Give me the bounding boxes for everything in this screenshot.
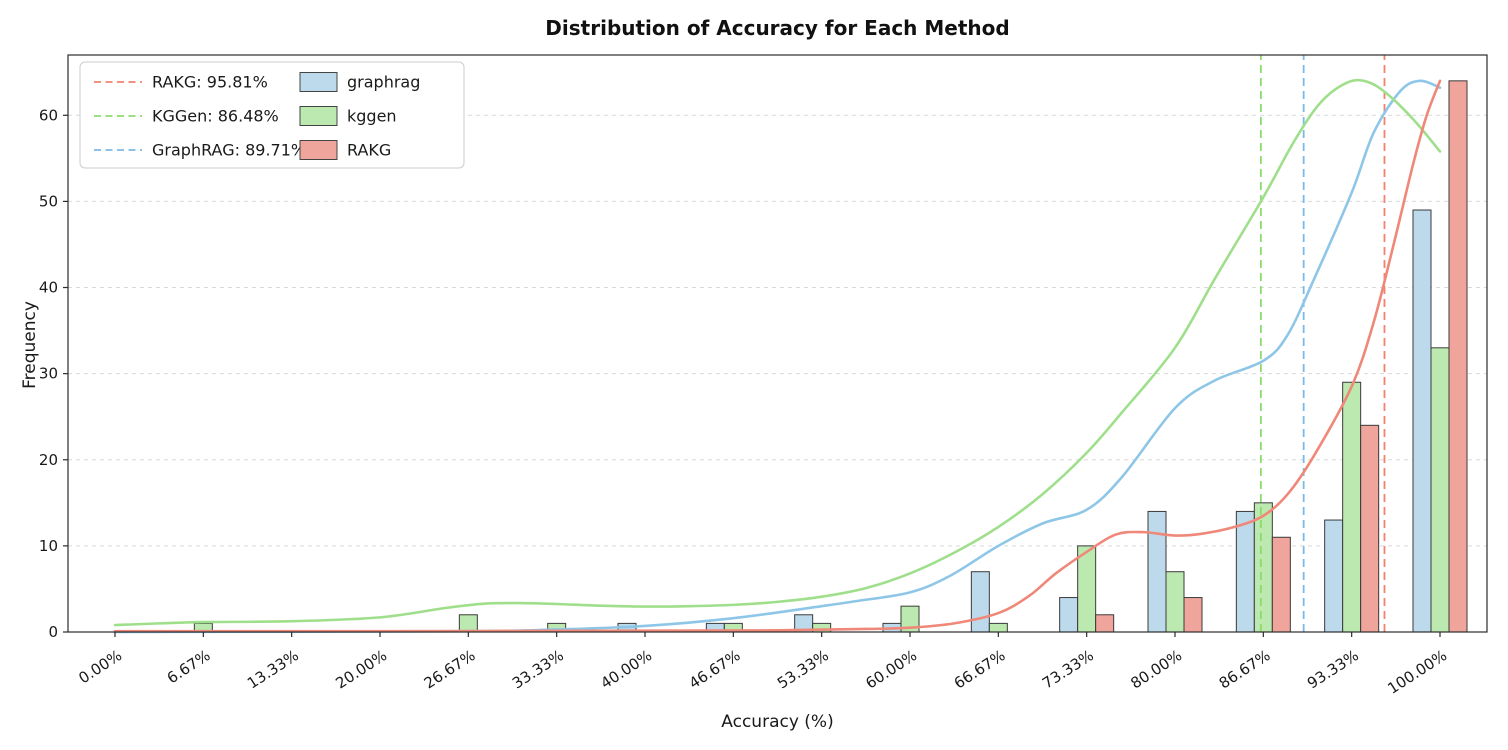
x-tick-label: 73.33% bbox=[1039, 646, 1097, 692]
x-tick-label: 0.00% bbox=[75, 646, 125, 687]
x-tick-label: 6.67% bbox=[164, 646, 214, 687]
legend-patch bbox=[299, 106, 338, 126]
x-tick-label: 33.33% bbox=[509, 646, 567, 692]
legend-meanline-label: GraphRAG: 89.71% bbox=[152, 141, 306, 160]
bar-RAKG bbox=[1271, 536, 1291, 633]
legend-meanline-label: RAKG: 95.81% bbox=[152, 73, 268, 92]
x-tick-label: 13.33% bbox=[244, 646, 302, 692]
x-tick-label: 46.67% bbox=[686, 646, 744, 692]
bar-kggen bbox=[458, 614, 478, 633]
kde-line-graphrag bbox=[113, 79, 1442, 634]
x-tick-label: 26.67% bbox=[421, 646, 479, 692]
x-tick-label: 53.33% bbox=[774, 646, 832, 692]
bar-kggen bbox=[1430, 347, 1450, 633]
bar-RAKG bbox=[1360, 424, 1380, 633]
bar-graphrag bbox=[970, 571, 990, 633]
bar-graphrag bbox=[1059, 597, 1079, 633]
legend-series-label: kggen bbox=[347, 107, 397, 126]
bar-graphrag bbox=[1235, 510, 1255, 633]
bar-kggen bbox=[1165, 571, 1185, 633]
legend-patch bbox=[299, 72, 338, 92]
axes-spines bbox=[67, 54, 1488, 633]
x-tick-label: 93.33% bbox=[1304, 646, 1362, 692]
y-tick-label: 30 bbox=[39, 365, 58, 383]
bar-graphrag bbox=[1324, 519, 1344, 633]
bar-graphrag bbox=[1412, 209, 1432, 633]
legend-series-label: RAKG bbox=[347, 141, 391, 160]
y-axis-label: Frequency bbox=[20, 301, 40, 389]
legend-box bbox=[79, 61, 465, 169]
legend-patch bbox=[299, 140, 338, 160]
bar-graphrag bbox=[1147, 510, 1167, 633]
bar-kggen bbox=[1253, 502, 1273, 633]
kde-line-kggen bbox=[113, 78, 1442, 627]
y-tick-label: 50 bbox=[39, 192, 58, 210]
x-tick-label: 66.67% bbox=[951, 646, 1009, 692]
bar-kggen bbox=[988, 622, 1008, 633]
x-tick-label: 60.00% bbox=[862, 646, 920, 692]
bar-RAKG bbox=[1183, 597, 1203, 633]
legend-meanline-label: KGGen: 86.48% bbox=[152, 107, 279, 126]
y-tick-label: 40 bbox=[39, 279, 58, 297]
x-tick-label: 80.00% bbox=[1127, 646, 1185, 692]
x-tick-label: 86.67% bbox=[1216, 646, 1274, 692]
bar-RAKG bbox=[1095, 614, 1115, 633]
y-tick-label: 20 bbox=[39, 451, 58, 469]
y-tick-label: 10 bbox=[39, 537, 58, 555]
x-tick-label: 20.00% bbox=[332, 646, 390, 692]
kde-line-RAKG bbox=[113, 79, 1442, 633]
chart-title: Distribution of Accuracy for Each Method bbox=[545, 16, 1010, 40]
x-tick-label: 40.00% bbox=[597, 646, 655, 692]
x-axis-label: Accuracy (%) bbox=[721, 712, 834, 732]
bar-kggen bbox=[1077, 545, 1097, 633]
y-tick-label: 60 bbox=[39, 106, 58, 124]
y-tick-label: 0 bbox=[48, 623, 58, 641]
bar-kggen bbox=[1342, 381, 1362, 633]
bar-RAKG bbox=[1448, 80, 1468, 633]
legend-series-label: graphrag bbox=[347, 73, 420, 92]
x-tick-label: 100.00% bbox=[1384, 646, 1450, 697]
